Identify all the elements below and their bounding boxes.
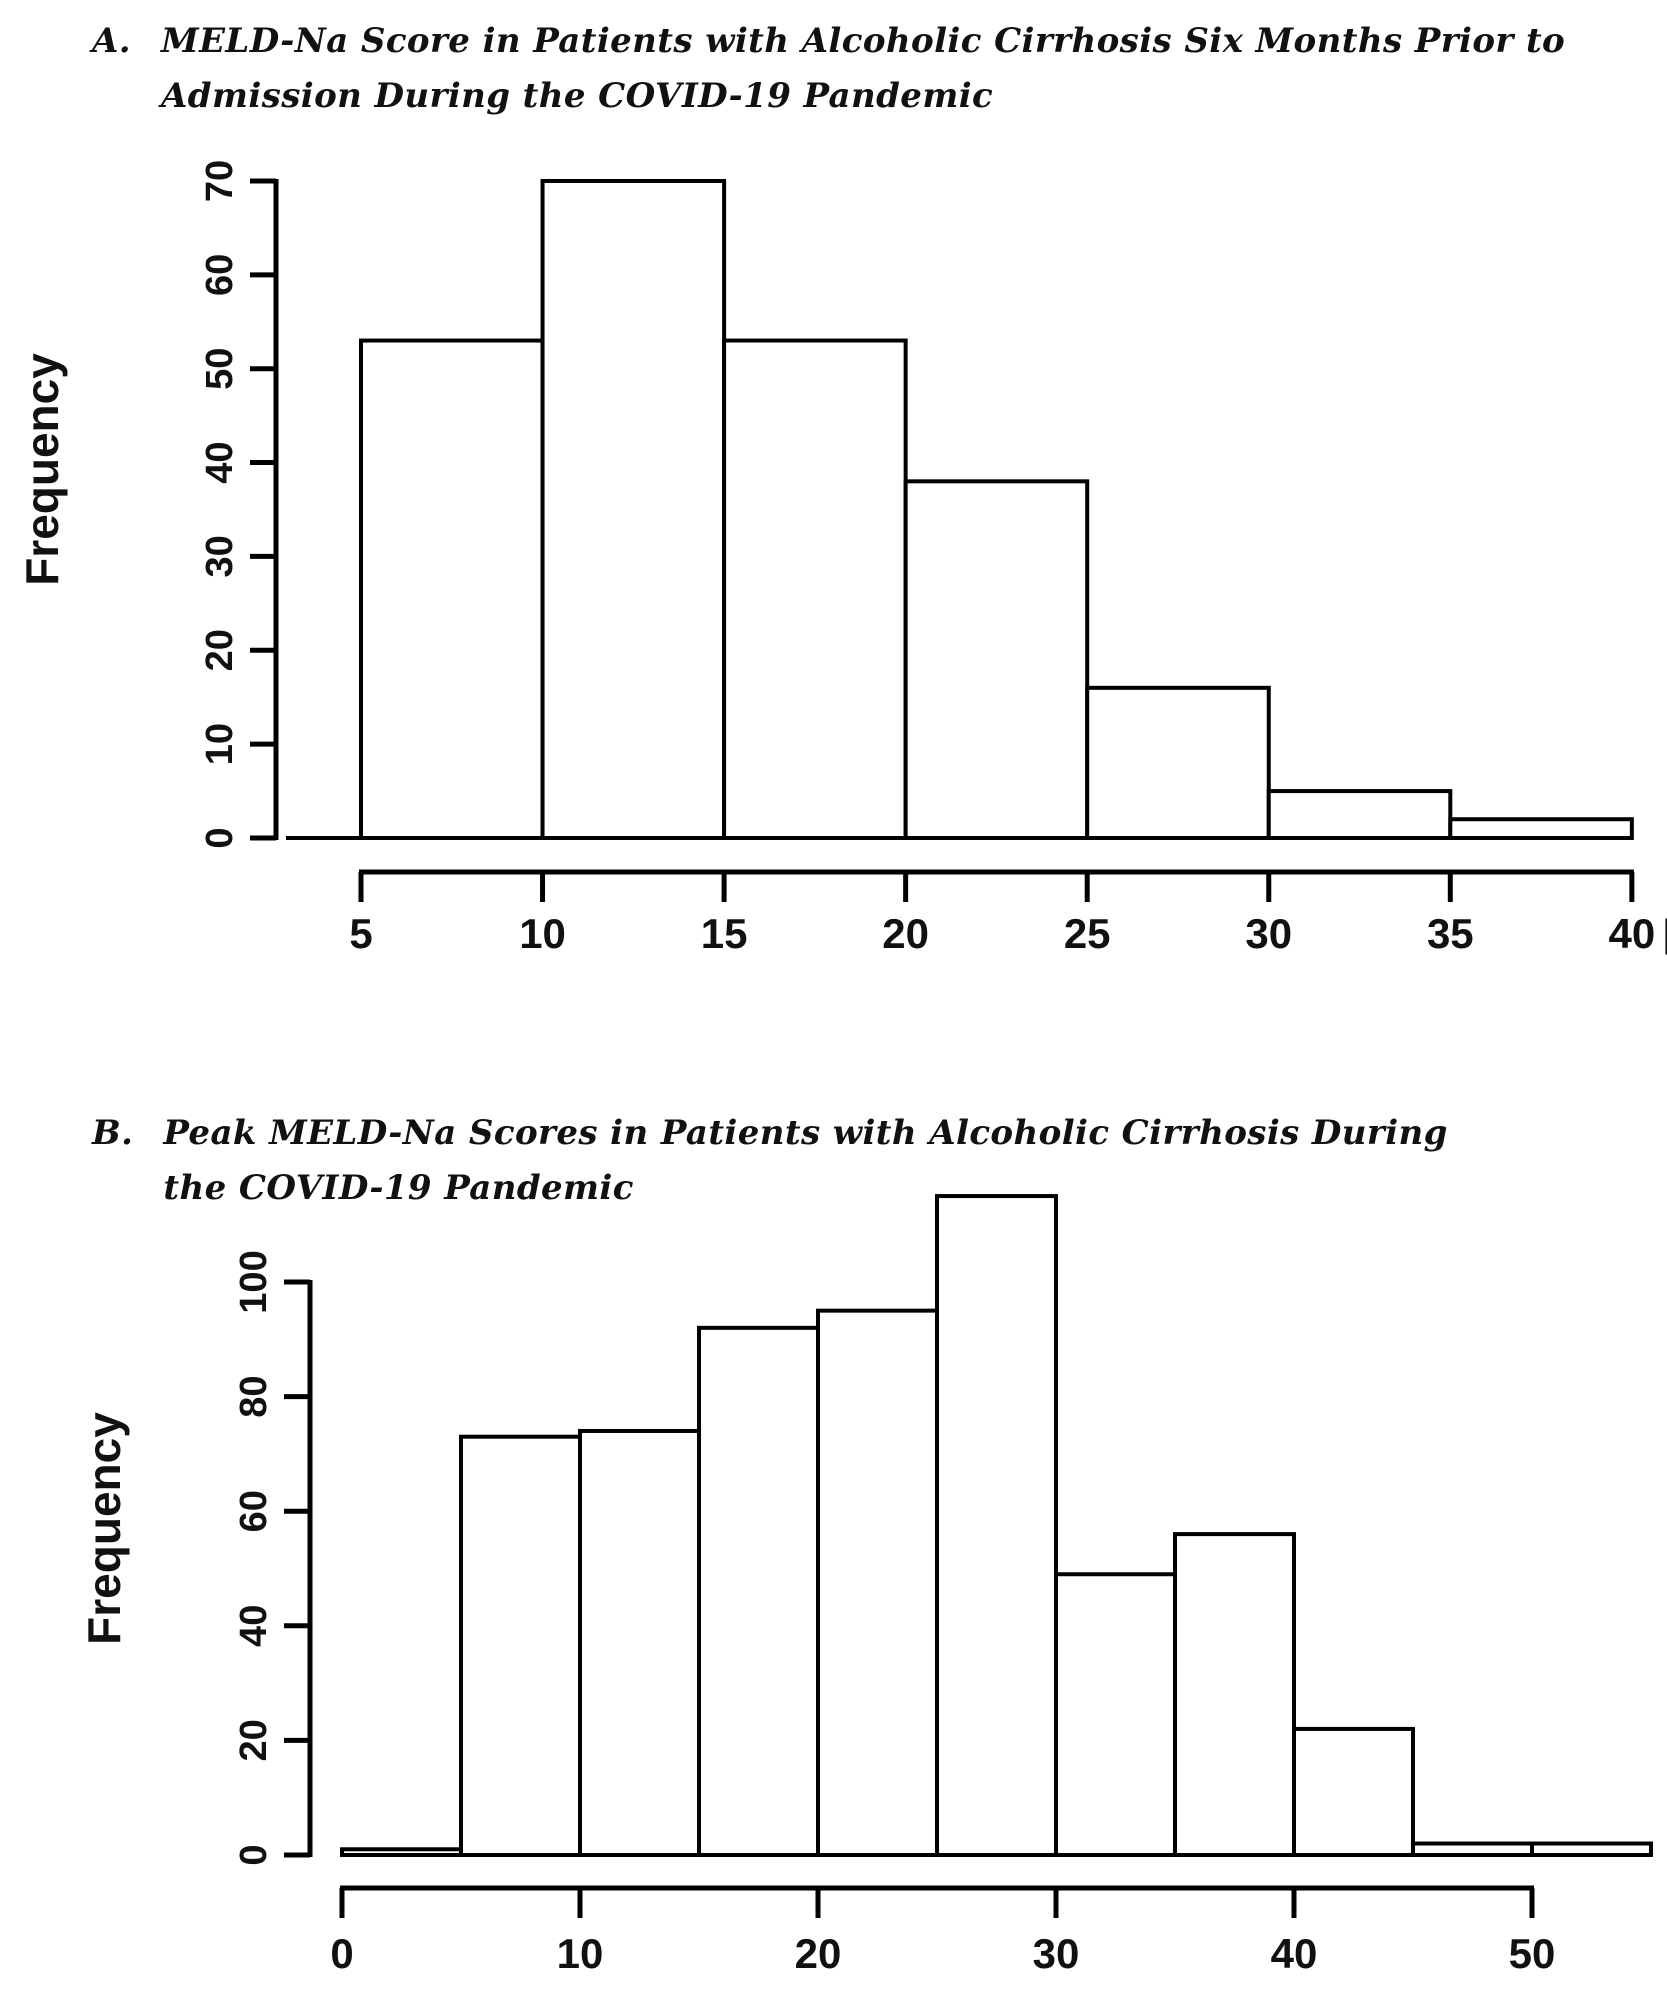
panel-a-title-text: MELD-Na Score in Patients with Alcoholic… [161,21,1566,117]
panel-b-title-text: Peak MELD-Na Scores in Patients with Alc… [163,1113,1448,1209]
x-tick-label: 20 [795,1930,842,1977]
histogram-bar [697,1325,820,1857]
histogram-bar [1173,1532,1296,1857]
histogram-bar [1292,1726,1415,1857]
y-tick-label: 80 [233,1375,275,1417]
histogram-bar [340,1847,463,1858]
histogram-bar [359,338,545,840]
histogram-bar [1448,817,1634,841]
histogram-bar [578,1428,701,1857]
panel-a-title: A. MELD-Na Score in Patients with Alcoho… [92,14,1581,124]
x-tick-label: 0 [330,1930,353,1977]
histogram-bar [1266,789,1453,841]
histogram-bar [540,178,727,841]
x-tick-label: 30 [1033,1930,1080,1977]
y-tick-label: 60 [199,254,241,296]
y-tick-label: 40 [233,1605,275,1647]
x-tick-label: 5 [349,910,372,957]
y-axis-title: Frequency [16,353,68,586]
x-tick-label: 15 [701,910,748,957]
histogram-panel-b: 0 20 40 60 80 100 Frequency 0 10 20 30 40 50 [78,1194,1653,1977]
panel-a-letter: A. [92,21,132,61]
y-tick-label: 50 [199,348,241,390]
x-tick-label: 10 [519,910,566,957]
x-tick-label: 20 [882,910,929,957]
y-tick-label: 20 [233,1719,275,1761]
panel-b-letter: B. [92,1113,134,1153]
x-tick-label: 35 [1427,910,1474,957]
y-tick-label: 10 [199,723,241,765]
y-tick-label: 0 [199,827,241,848]
x-tick-label: 10 [557,1930,604,1977]
y-axis-title: Frequency [78,1412,130,1645]
histogram-bar [459,1434,582,1857]
histogram-bar [1411,1841,1534,1858]
y-tick-label: 100 [233,1250,275,1313]
histogram-bar [903,479,1090,840]
panel-b-title: B. Peak MELD-Na Scores in Patients with … [92,1106,1503,1216]
y-tick-label: 40 [199,441,241,483]
x-tick-label: 40 [1608,910,1655,957]
y-tick-label: 30 [199,535,241,577]
histogram-bar [935,1194,1058,1858]
x-tick-label: 40 [1271,1930,1318,1977]
y-tick-label: 20 [199,629,241,671]
axis-artifact: | [1663,913,1667,955]
y-tick-label: 60 [233,1490,275,1532]
histogram-bar [1530,1841,1653,1858]
histogram-bar [1085,685,1271,840]
histogram-bar [1054,1572,1177,1857]
histogram-bar [816,1308,939,1857]
y-tick-label: 70 [199,160,241,202]
histogram-bar [722,338,908,840]
x-tick-label: 25 [1064,910,1111,957]
x-tick-label: 50 [1509,1930,1556,1977]
x-tick-label: 30 [1245,910,1292,957]
y-tick-label: 0 [233,1844,275,1865]
